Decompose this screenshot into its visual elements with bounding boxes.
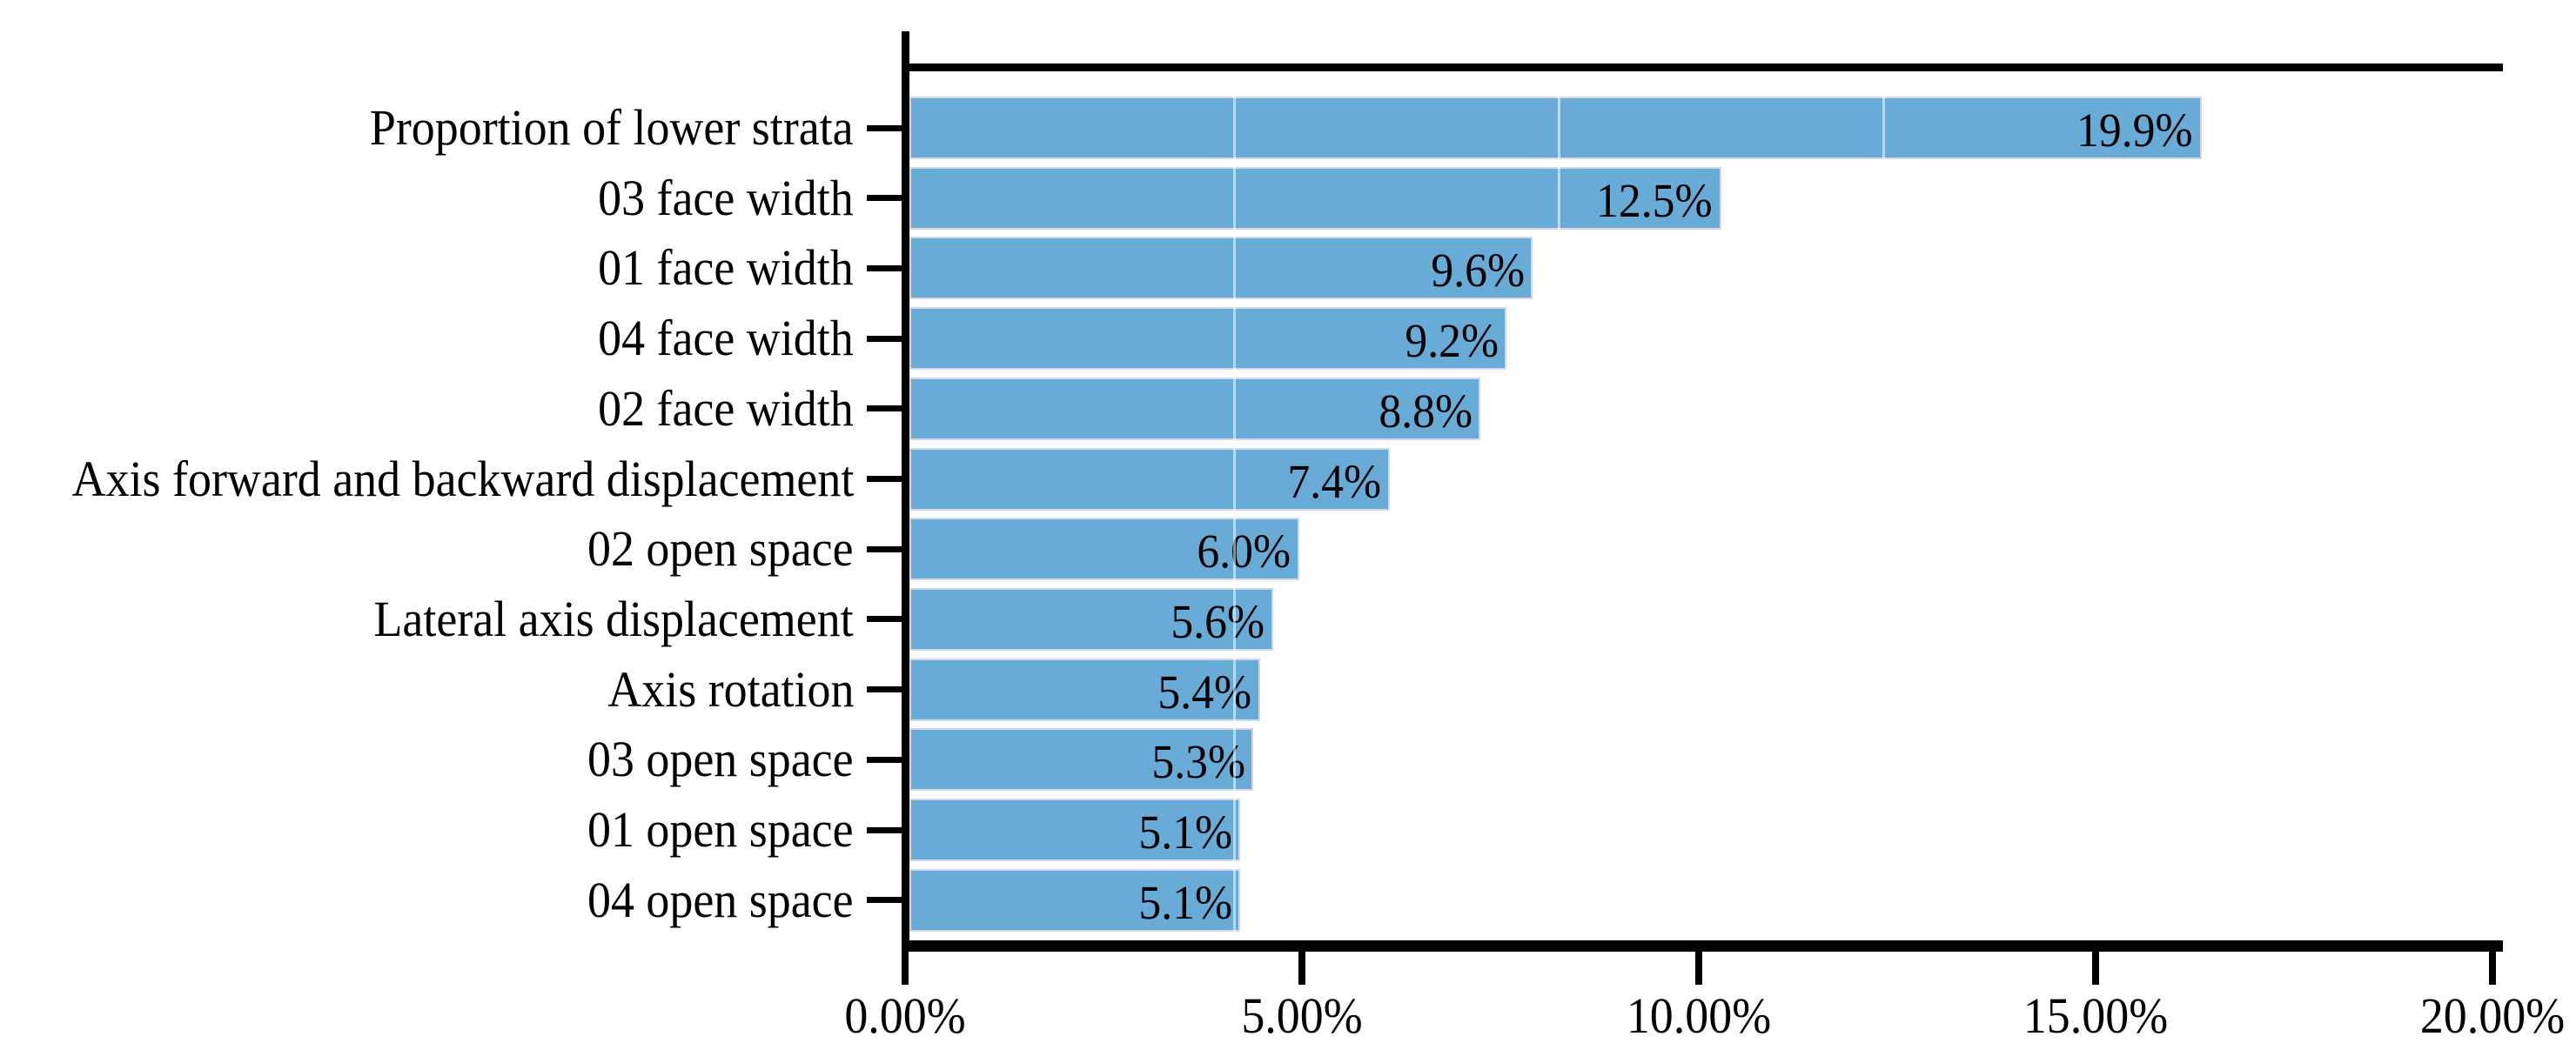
category-label: Proportion of lower strata [370,99,854,156]
x-tick-label: 10.00% [1626,987,1772,1043]
category-tick-mark [867,124,906,131]
category-label: 01 open space [587,801,854,858]
bar: 9.2% [909,307,1507,371]
plot-top-border [902,64,2503,71]
bar: 9.6% [909,237,1533,300]
category-tick-mark [867,756,906,763]
x-axis-line [902,940,2503,952]
bar: 19.9% [909,97,2202,159]
category-tick-mark [867,616,906,623]
x-tick-mark [902,952,909,985]
bar: 5.1% [909,799,1241,861]
category-tick-mark [867,545,906,552]
x-tick-label: 0.00% [844,987,966,1043]
category-label: Axis forward and backward displacement [71,450,854,507]
bar: 5.3% [909,728,1254,792]
gridline [1882,71,1885,940]
x-tick-mark [1298,952,1305,985]
bar: 8.8% [909,377,1481,440]
x-tick-mark [2092,952,2099,985]
bar: 12.5% [909,166,1721,230]
category-tick-mark [867,826,906,833]
category-tick-mark [867,335,906,342]
category-label: 04 open space [587,871,854,928]
bar: 5.4% [909,658,1260,721]
value-label: 5.1% [1138,875,1232,929]
value-label: 8.8% [1379,384,1472,438]
category-tick-mark [867,264,906,271]
value-label: 9.2% [1405,314,1499,368]
category-label: Axis rotation [607,660,854,718]
bar: 7.4% [909,447,1391,511]
y-axis-line [902,31,909,952]
category-label: 01 face width [598,239,854,297]
category-label: 02 open space [587,520,854,578]
category-label: 04 face width [598,310,854,367]
value-label: 19.9% [2076,104,2194,157]
category-tick-mark [867,686,906,693]
bar: 6.0% [909,518,1299,581]
value-label: 5.4% [1157,665,1252,719]
bar: 5.6% [909,587,1273,651]
category-tick-mark [867,897,906,904]
value-label: 5.3% [1151,735,1245,789]
x-tick-mark [2489,952,2496,985]
value-label: 12.5% [1596,173,1713,227]
category-tick-mark [867,476,906,482]
value-label: 6.0% [1197,525,1291,578]
value-label: 5.1% [1138,806,1232,859]
gridline [2206,71,2210,940]
x-tick-label: 15.00% [2023,987,2169,1043]
bar: 5.1% [909,868,1241,932]
value-label: 7.4% [1287,454,1382,508]
category-label: Lateral axis displacement [373,590,854,647]
category-label: 02 face width [598,379,854,437]
category-label: 03 face width [598,169,854,226]
x-tick-label: 20.00% [2419,987,2566,1043]
x-tick-label: 5.00% [1241,987,1363,1043]
category-tick-mark [867,195,906,202]
gridline [1557,71,1560,940]
category-label: 03 open space [587,731,854,788]
value-label: 5.6% [1171,594,1265,648]
category-tick-mark [867,405,906,412]
x-tick-mark [1695,952,1702,985]
gridline [1232,71,1236,940]
value-label: 9.6% [1430,244,1525,298]
